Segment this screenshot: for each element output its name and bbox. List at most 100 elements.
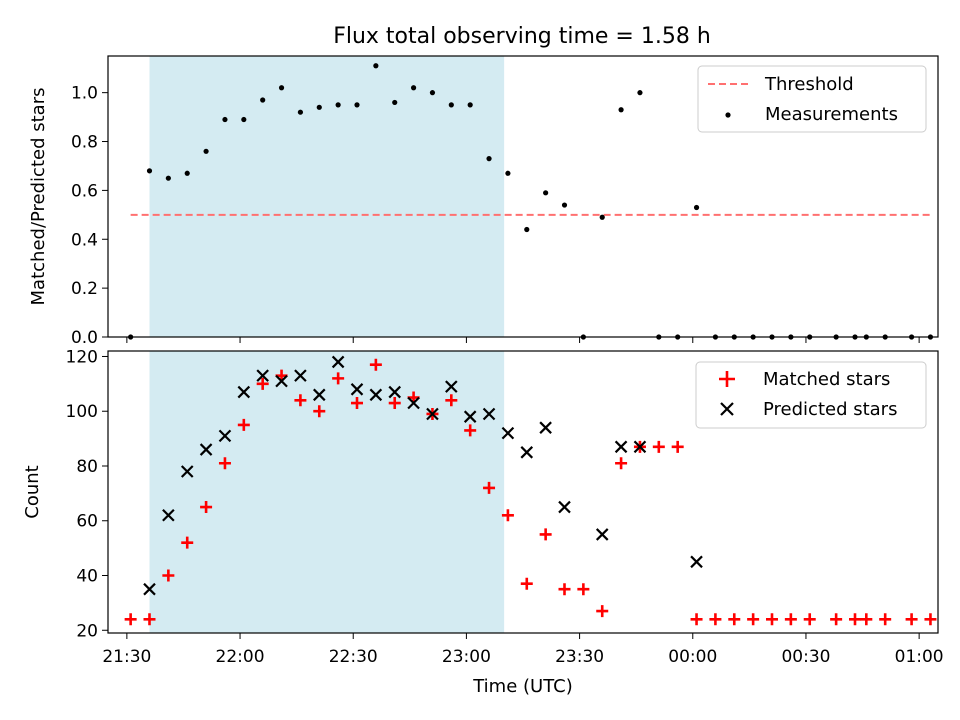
ratio-y-axis-label: Matched/Predicted stars	[28, 88, 49, 306]
count-series	[124, 355, 937, 626]
ratio-legend-box	[697, 65, 927, 133]
measurement-point	[448, 102, 454, 108]
predicted-star-marker	[256, 369, 269, 382]
measurement-point	[278, 85, 285, 91]
measurement-point	[297, 109, 304, 115]
predicted-star-marker	[633, 440, 647, 454]
matched-star-marker	[162, 569, 175, 582]
measurement-point	[429, 90, 436, 96]
predicted-star-marker	[539, 421, 552, 434]
legend-matched-label: Matched stars	[763, 369, 890, 390]
ratio-plot-frame	[107, 55, 939, 338]
matched-star-marker	[671, 440, 684, 453]
legend-threshold-label: Threshold	[764, 74, 854, 95]
count-panel: 20 40 60 80 100 120 21:30 22:00 22:30 23:00 23:30…	[22, 347, 944, 697]
predicted-star-marker	[426, 407, 439, 421]
matched-star-marker	[218, 457, 231, 470]
shaded-observing-window	[149, 56, 505, 337]
measurement-point	[561, 202, 568, 208]
predicted-star-marker	[482, 407, 496, 421]
ratio-x-axis-ticks	[126, 337, 920, 343]
predicted-star-marker	[614, 440, 628, 454]
predicted-star-marker	[690, 555, 703, 569]
matched-star-marker	[464, 424, 477, 437]
measurement-point	[316, 104, 322, 110]
count-y-tick-label: 100	[66, 402, 98, 422]
predicted-star-marker	[143, 582, 156, 596]
predicted-star-marker	[294, 369, 307, 382]
matched-star-marker	[766, 613, 778, 626]
count-x-tick-label: 23:00	[442, 647, 491, 667]
count-y-tick-label: 80	[76, 457, 98, 477]
predicted-star-marker	[407, 396, 420, 410]
ratio-series	[128, 63, 934, 340]
measurement-point	[599, 214, 605, 220]
predicted-star-marker	[237, 385, 251, 399]
count-x-tick-label: 23:30	[555, 647, 604, 667]
ratio-y-tick-label: 0.0	[71, 328, 98, 348]
predicted-star-marker	[369, 388, 383, 402]
matched-star-marker	[879, 613, 892, 626]
legend-predicted-swatch	[720, 402, 734, 416]
ratio-panel: 0.0 0.2 0.4 0.6 0.8 1.0 Matched/Predicted sta…	[28, 55, 939, 348]
measurement-point	[467, 102, 473, 108]
matched-star-marker	[124, 613, 137, 626]
count-y-tick-label: 20	[76, 621, 98, 641]
count-plot-frame	[107, 350, 939, 634]
matched-star-marker	[483, 481, 496, 494]
legend-predicted-label: Predicted stars	[763, 399, 897, 420]
ratio-y-axis-ticks: 0.0 0.2 0.4 0.6 0.8 1.0	[71, 84, 108, 348]
predicted-star-marker	[463, 410, 477, 423]
measurement-point	[184, 170, 190, 176]
predicted-star-marker	[180, 465, 194, 478]
count-x-tick-label: 00:00	[668, 647, 717, 667]
measurement-point	[203, 148, 209, 154]
x-axis-label: Time (UTC)	[472, 676, 573, 697]
predicted-star-marker	[162, 508, 175, 522]
measurement-point	[165, 175, 171, 181]
count-x-tick-label: 01:00	[895, 647, 944, 667]
matched-star-marker	[256, 377, 269, 390]
matched-star-marker	[181, 536, 194, 549]
matched-star-marker	[237, 418, 250, 431]
matched-star-marker	[143, 613, 156, 626]
predicted-star-marker	[218, 429, 232, 443]
measurement-point	[146, 168, 153, 174]
matched-star-marker	[615, 457, 628, 470]
measurement-point	[505, 170, 511, 176]
count-legend-box	[695, 361, 927, 429]
matched-star-marker	[520, 577, 533, 590]
measurement-point	[241, 116, 247, 123]
matched-star-marker	[369, 358, 382, 371]
matched-star-marker	[860, 613, 873, 626]
predicted-star-marker	[388, 385, 402, 399]
measurement-point	[637, 90, 643, 96]
predicted-star-marker	[595, 528, 609, 541]
count-y-tick-label: 60	[76, 512, 98, 532]
measurement-point	[524, 226, 530, 233]
measurement-point	[618, 107, 624, 113]
matched-star-marker	[905, 613, 918, 626]
measurement-point	[392, 99, 398, 106]
legend-measurements-label: Measurements	[765, 104, 898, 125]
count-x-axis-ticks: 21:30 22:00 22:30 23:00 23:30 00:00 00:30 01:00	[102, 633, 944, 667]
matched-star-marker	[728, 613, 741, 626]
predicted-star-marker	[501, 426, 515, 440]
ratio-y-tick-label: 0.6	[71, 181, 98, 201]
matched-star-marker	[830, 613, 843, 626]
predicted-star-marker	[331, 355, 345, 369]
count-y-tick-label: 40	[76, 567, 98, 587]
matched-star-marker	[747, 613, 760, 626]
measurement-point	[373, 63, 379, 69]
count-x-tick-label: 22:00	[216, 647, 265, 667]
matched-star-marker	[690, 613, 703, 626]
measurement-point	[354, 102, 360, 108]
ratio-legend: Threshold Measurements	[697, 65, 927, 133]
chart-title: Flux total observing time = 1.58 h	[333, 24, 711, 49]
matched-star-marker	[445, 394, 458, 407]
legend-measurements-swatch	[725, 112, 731, 118]
matched-star-marker	[596, 605, 609, 618]
predicted-star-marker	[520, 446, 534, 459]
count-x-tick-label: 21:30	[102, 647, 151, 667]
